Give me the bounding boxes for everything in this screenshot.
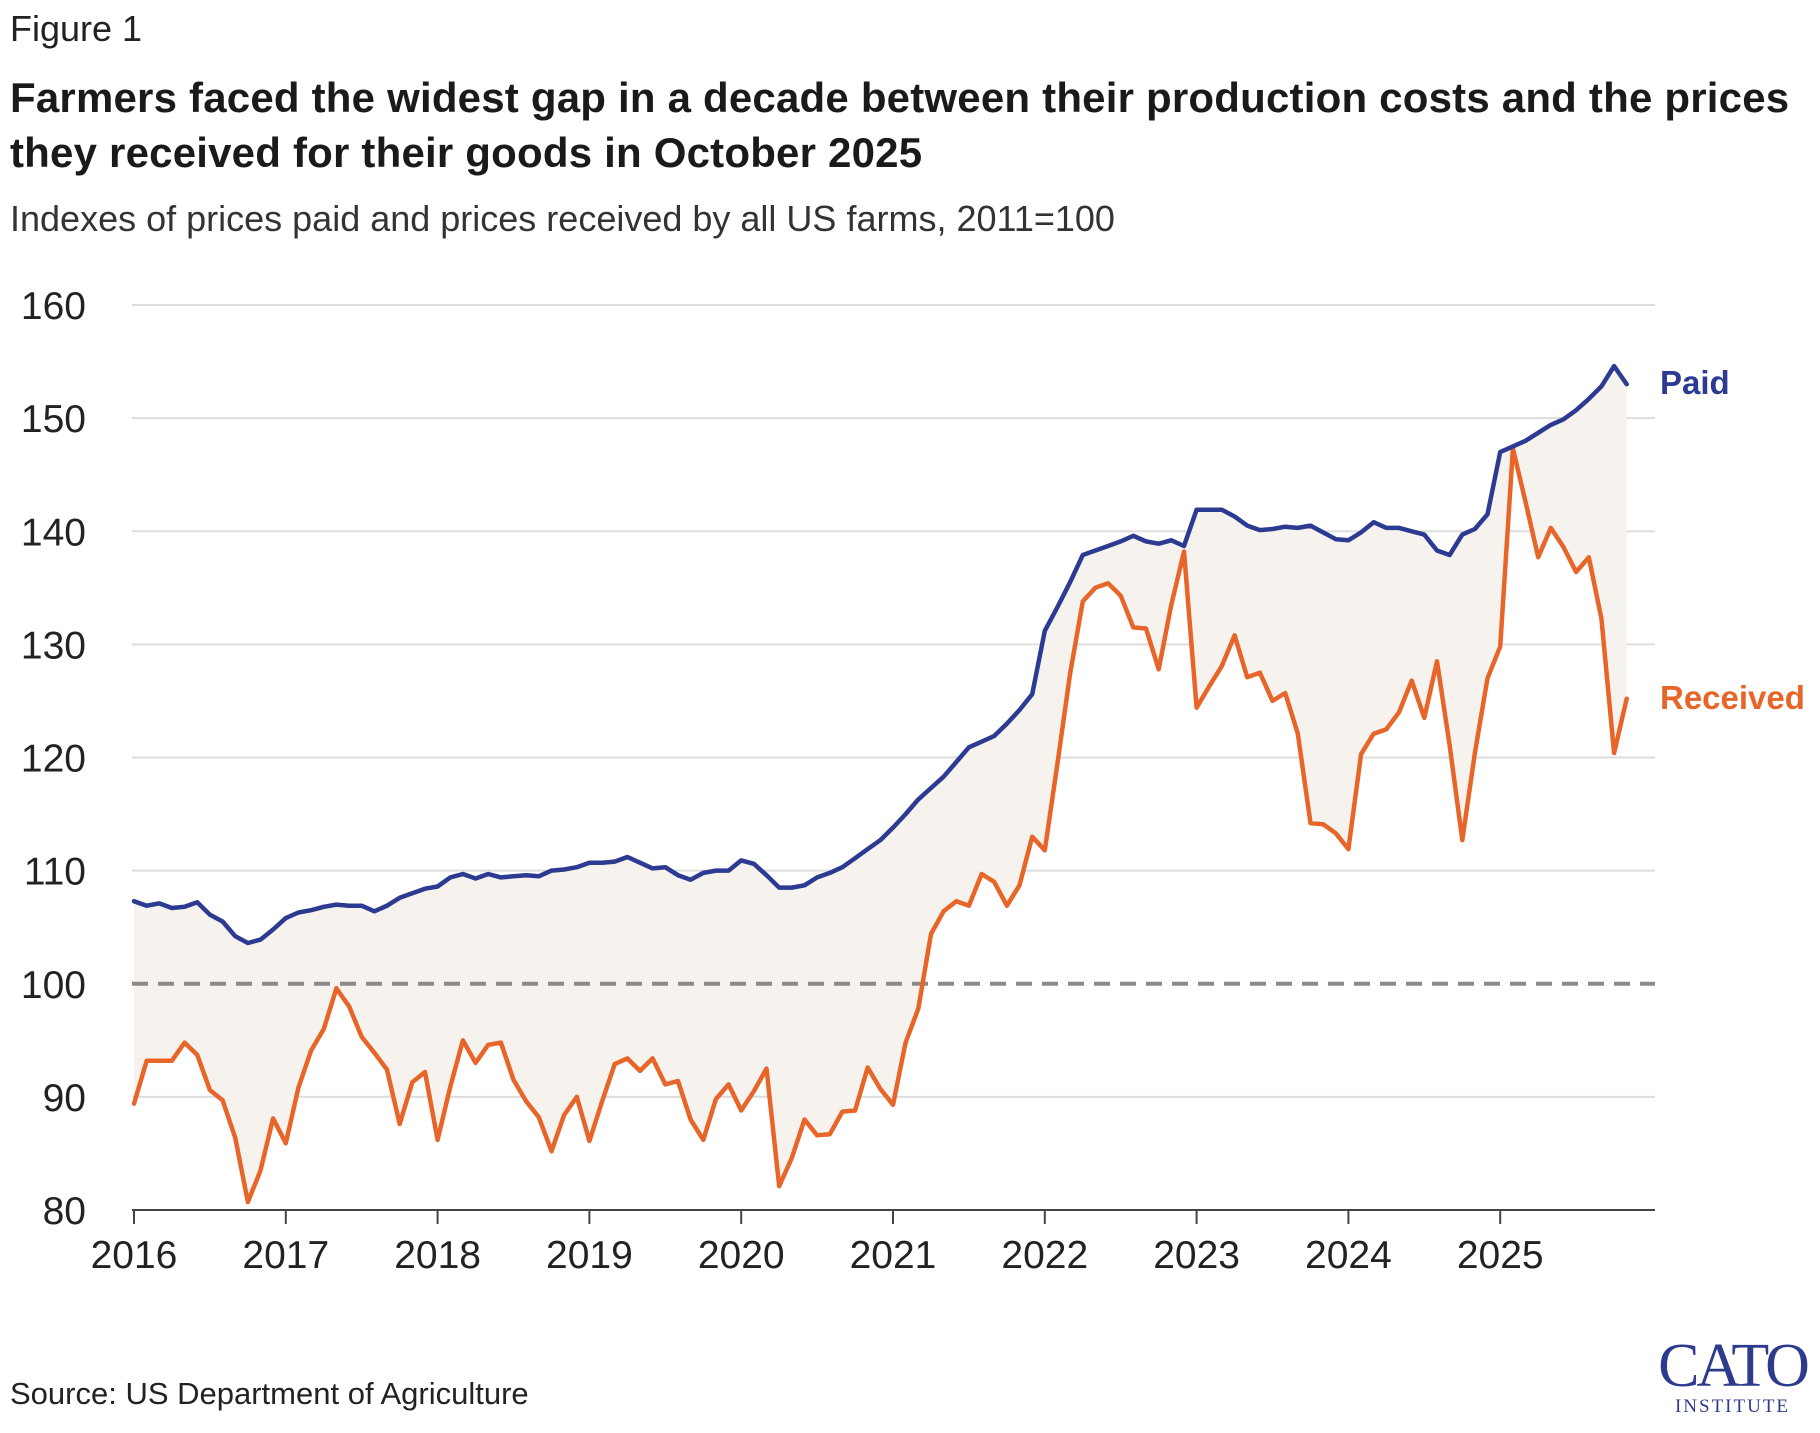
x-tick-label: 2021 [850, 1234, 937, 1277]
chart-title: Farmers faced the widest gap in a decade… [10, 74, 1790, 176]
y-tick-label: 100 [21, 964, 86, 1007]
x-tick-label: 2016 [91, 1234, 178, 1277]
x-tick-label: 2022 [1001, 1234, 1088, 1277]
x-tick-label: 2017 [242, 1234, 329, 1277]
gap-area-layer [134, 366, 1627, 1203]
x-tick-label: 2018 [394, 1234, 481, 1277]
y-tick-label: 110 [24, 851, 86, 894]
cato-logo: CATO INSTITUTE [1650, 1332, 1815, 1418]
received-line [131, 446, 1629, 1205]
y-tick-label: 80 [43, 1190, 86, 1233]
x-tick-label: 2019 [546, 1234, 633, 1277]
y-tick-label: 90 [43, 1077, 86, 1120]
logo-main-text: CATO [1658, 1332, 1810, 1400]
x-tick-label: 2024 [1305, 1234, 1392, 1277]
y-tick-label: 140 [21, 511, 86, 554]
series-layer [131, 363, 1629, 1205]
gap-area [134, 366, 1627, 1203]
label-layer: Paid Received [1660, 364, 1805, 716]
chart-subtitle: Indexes of prices paid and prices receiv… [10, 198, 1115, 239]
figure-label: Figure 1 [10, 8, 143, 49]
logo-sub-text: INSTITUTE [1674, 1396, 1791, 1417]
y-tick-label: 130 [21, 624, 86, 667]
paid-line [131, 363, 1629, 946]
y-tick-label: 160 [21, 285, 86, 328]
source-note: Source: US Department of Agriculture [10, 1376, 529, 1411]
x-tick-label: 2020 [698, 1234, 785, 1277]
x-tick-label: 2023 [1153, 1234, 1240, 1277]
paid-series-label: Paid [1660, 364, 1730, 401]
x-tick-label: 2025 [1457, 1234, 1544, 1277]
y-tick-label: 150 [21, 398, 86, 441]
y-tick-label: 120 [21, 738, 86, 781]
axis-layer: 80 90 100 110 120 130 140 150 160 2016 2017 2018 201… [21, 285, 1655, 1277]
received-series-label: Received [1660, 679, 1805, 716]
